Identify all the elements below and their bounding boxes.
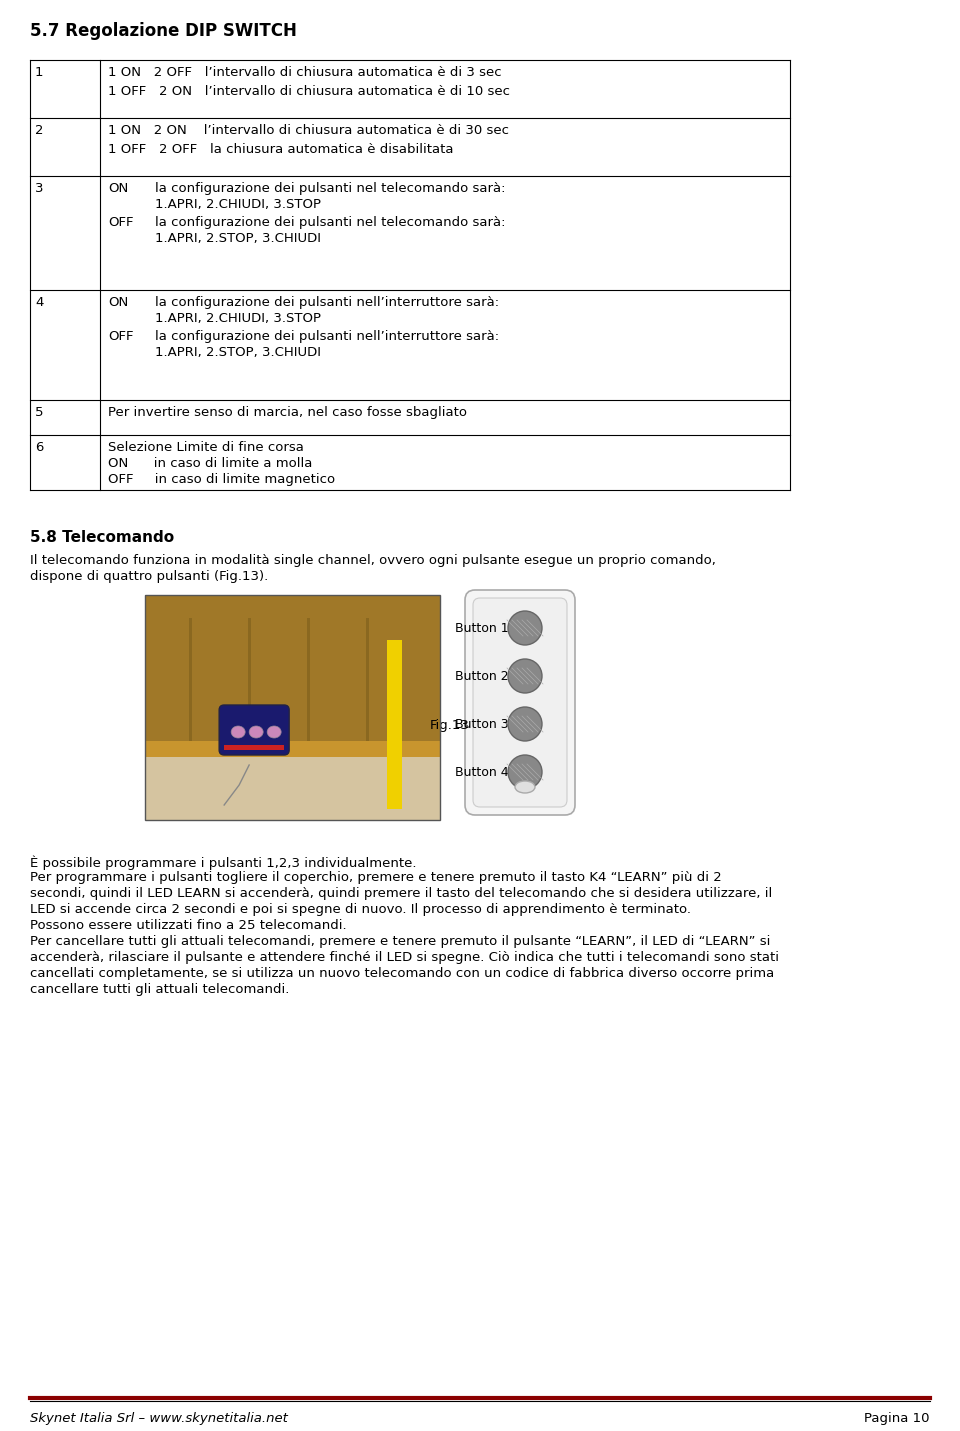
Text: 1.APRI, 2.STOP, 3.CHIUDI: 1.APRI, 2.STOP, 3.CHIUDI [155, 346, 321, 359]
Text: 1.APRI, 2.CHIUDI, 3.STOP: 1.APRI, 2.CHIUDI, 3.STOP [155, 197, 321, 210]
Text: Selezione Limite di fine corsa: Selezione Limite di fine corsa [108, 441, 304, 454]
Bar [249, 618, 252, 741]
Text: Pagina 10: Pagina 10 [865, 1412, 930, 1425]
Text: ON: ON [108, 296, 129, 309]
Text: ON: ON [108, 182, 129, 195]
Text: secondi, quindi il LED LEARN si accenderà, quindi premere il tasto del telecoman: secondi, quindi il LED LEARN si accender… [30, 887, 772, 900]
Text: 2: 2 [35, 124, 43, 137]
Text: 1: 1 [35, 66, 43, 79]
Ellipse shape [515, 781, 535, 793]
Ellipse shape [508, 707, 542, 741]
Text: 1 OFF   2 OFF   la chiusura automatica è disabilitata: 1 OFF 2 OFF la chiusura automatica è dis… [108, 143, 453, 156]
Text: ON      in caso di limite a molla: ON in caso di limite a molla [108, 456, 312, 469]
Text: 5.7 Regolazione DIP SWITCH: 5.7 Regolazione DIP SWITCH [30, 21, 297, 40]
FancyBboxPatch shape [219, 705, 289, 756]
Ellipse shape [508, 756, 542, 788]
Text: 1 ON   2 OFF   l’intervallo di chiusura automatica è di 3 sec: 1 ON 2 OFF l’intervallo di chiusura auto… [108, 66, 502, 79]
Bar [387, 640, 402, 809]
Text: 1 ON   2 ON    l’intervallo di chiusura automatica è di 30 sec: 1 ON 2 ON l’intervallo di chiusura autom… [108, 124, 509, 137]
Text: accenderà, rilasciare il pulsante e attendere finché il LED si spegne. Ciò indic: accenderà, rilasciare il pulsante e atte… [30, 952, 779, 964]
FancyBboxPatch shape [473, 598, 567, 807]
Text: 1.APRI, 2.CHIUDI, 3.STOP: 1.APRI, 2.CHIUDI, 3.STOP [155, 312, 321, 325]
Text: 5.8 Telecomando: 5.8 Telecomando [30, 529, 174, 545]
Ellipse shape [250, 726, 263, 738]
Text: 5: 5 [35, 406, 43, 419]
Bar [224, 746, 284, 750]
Bar [145, 595, 440, 741]
Bar [145, 595, 440, 820]
Text: Button 1: Button 1 [455, 622, 509, 635]
Text: dispone di quattro pulsanti (Fig.13).: dispone di quattro pulsanti (Fig.13). [30, 570, 268, 582]
Text: cancellati completamente, se si utilizza un nuovo telecomando con un codice di f: cancellati completamente, se si utilizza… [30, 967, 775, 980]
Text: la configurazione dei pulsanti nel telecomando sarà:: la configurazione dei pulsanti nel telec… [155, 182, 506, 195]
Text: la configurazione dei pulsanti nel telecomando sarà:: la configurazione dei pulsanti nel telec… [155, 216, 506, 229]
Text: 6: 6 [35, 441, 43, 454]
Bar [307, 618, 310, 741]
Text: cancellare tutti gli attuali telecomandi.: cancellare tutti gli attuali telecomandi… [30, 983, 289, 996]
Text: la configurazione dei pulsanti nell’interruttore sarà:: la configurazione dei pulsanti nell’inte… [155, 331, 499, 343]
Text: Possono essere utilizzati fino a 25 telecomandi.: Possono essere utilizzati fino a 25 tele… [30, 919, 347, 932]
Text: Button 2: Button 2 [455, 670, 509, 683]
Bar [145, 757, 440, 820]
Text: OFF     in caso di limite magnetico: OFF in caso di limite magnetico [108, 474, 335, 487]
Text: Button 4: Button 4 [455, 766, 509, 778]
Text: 4: 4 [35, 296, 43, 309]
FancyBboxPatch shape [465, 590, 575, 816]
Text: Il telecomando funziona in modalità single channel, ovvero ogni pulsante esegue : Il telecomando funziona in modalità sing… [30, 554, 716, 567]
Text: OFF: OFF [108, 331, 133, 343]
Text: Button 3: Button 3 [455, 718, 509, 731]
Text: OFF: OFF [108, 216, 133, 229]
Bar [367, 618, 370, 741]
Bar [145, 595, 440, 820]
Text: la configurazione dei pulsanti nell’interruttore sarà:: la configurazione dei pulsanti nell’inte… [155, 296, 499, 309]
Text: Per cancellare tutti gli attuali telecomandi, premere e tenere premuto il pulsan: Per cancellare tutti gli attuali telecom… [30, 934, 770, 947]
Ellipse shape [267, 726, 281, 738]
Text: 3: 3 [35, 182, 43, 195]
Text: Per programmare i pulsanti togliere il coperchio, premere e tenere premuto il ta: Per programmare i pulsanti togliere il c… [30, 871, 722, 884]
Text: Per invertire senso di marcia, nel caso fosse sbagliato: Per invertire senso di marcia, nel caso … [108, 406, 467, 419]
Text: È possibile programmare i pulsanti 1,2,3 individualmente.: È possibile programmare i pulsanti 1,2,3… [30, 854, 417, 870]
Text: Fig.13: Fig.13 [430, 718, 469, 731]
Bar [189, 618, 192, 741]
Text: Skynet Italia Srl – www.skynetitalia.net: Skynet Italia Srl – www.skynetitalia.net [30, 1412, 288, 1425]
Ellipse shape [508, 660, 542, 693]
Text: LED si accende circa 2 secondi e poi si spegne di nuovo. Il processo di apprendi: LED si accende circa 2 secondi e poi si … [30, 903, 691, 916]
Ellipse shape [231, 726, 245, 738]
Text: 1.APRI, 2.STOP, 3.CHIUDI: 1.APRI, 2.STOP, 3.CHIUDI [155, 232, 321, 245]
Text: 1 OFF   2 ON   l’intervallo di chiusura automatica è di 10 sec: 1 OFF 2 ON l’intervallo di chiusura auto… [108, 84, 510, 97]
Ellipse shape [508, 611, 542, 645]
